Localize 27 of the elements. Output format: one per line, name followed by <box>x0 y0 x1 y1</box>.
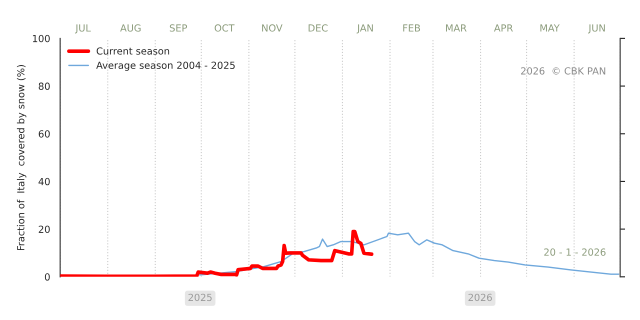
y-tick-label: 100 <box>32 34 50 42</box>
x-tick-label: FEB <box>403 24 420 32</box>
x-tick-label: JUN <box>588 24 605 34</box>
y-tick-label: 20 <box>38 226 50 233</box>
text: 2025 <box>188 294 212 302</box>
annotation: 2026 © CBK PAN <box>521 67 606 75</box>
x-tick-label: OCT <box>214 24 235 32</box>
x-tick-label: JUL <box>74 24 91 34</box>
y-tick-label: 40 <box>38 178 50 186</box>
x-tick-label: AUG <box>120 24 141 32</box>
x-tick-label: MAY <box>540 24 560 32</box>
line-series <box>199 232 620 276</box>
y-axis-title: Fraction of Italy covered by snow (%) <box>16 65 26 250</box>
text: 2026 <box>468 294 492 302</box>
y-tick-label: 60 <box>38 130 50 138</box>
y-tick-label: 0 <box>44 273 50 281</box>
annotation: 20 - 1 - 2026 <box>544 248 606 256</box>
x-tick-label: JAN <box>356 24 373 34</box>
line-series <box>60 230 374 277</box>
y-tick-label: 80 <box>38 82 50 90</box>
x-tick-label: MAR <box>446 24 467 32</box>
legend-label: Average season 2004 - 2025 <box>96 62 235 71</box>
x-tick-label: NOV <box>262 24 283 32</box>
legend-label: Current season <box>96 47 170 55</box>
x-tick-label: APR <box>494 24 513 32</box>
x-tick-label: SEP <box>170 24 188 32</box>
x-tick-label: DEC <box>308 24 328 32</box>
